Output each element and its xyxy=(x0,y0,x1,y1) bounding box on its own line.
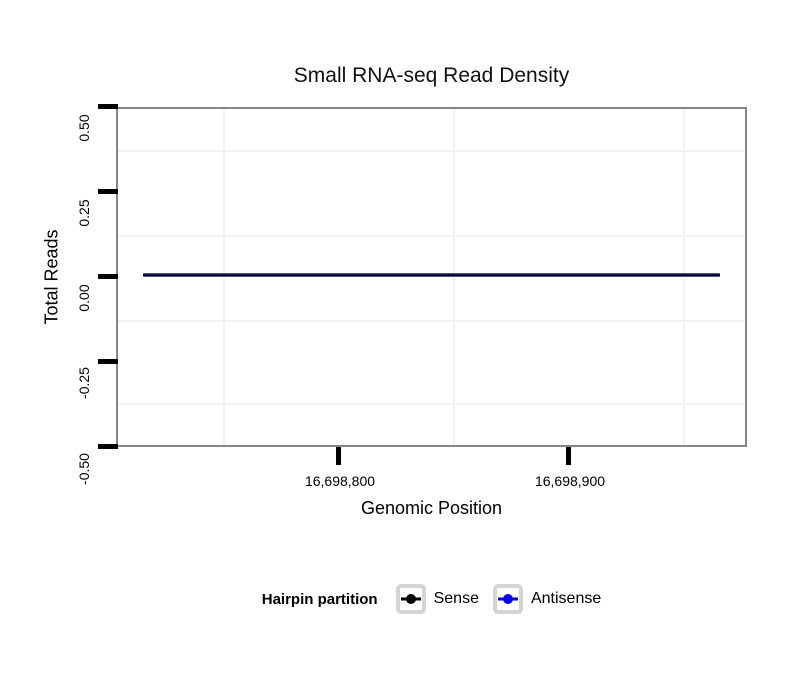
point-glyph xyxy=(502,594,513,604)
x-tick-label: 16,698,900 xyxy=(534,473,606,489)
antisense-legend-key-icon xyxy=(492,584,523,614)
y-axis-tick xyxy=(98,359,118,364)
minor-gridline-vertical xyxy=(453,109,455,445)
y-axis-title: Total Reads xyxy=(41,229,62,325)
minor-gridline-horizontal xyxy=(118,403,745,405)
legend-item-antisense: Antisense xyxy=(492,584,602,614)
y-axis-tick xyxy=(98,444,118,449)
minor-gridline-horizontal xyxy=(118,150,745,152)
minor-gridline-horizontal xyxy=(118,235,745,237)
legend-item-sense: Sense xyxy=(395,584,479,614)
legend-title: Hairpin partition xyxy=(261,590,378,608)
y-axis-tick xyxy=(98,189,118,194)
y-tick-label: -0.50 xyxy=(76,453,92,485)
minor-gridline-horizontal xyxy=(118,320,745,322)
y-tick-label: 0.50 xyxy=(76,114,92,142)
legend: Hairpin partition Sense Antisense xyxy=(116,579,747,619)
y-axis-tick xyxy=(98,274,118,279)
minor-gridline-vertical xyxy=(683,109,685,445)
read-density-line-sense-antisense-overplot xyxy=(143,273,720,277)
plot-title: Small RNA-seq Read Density xyxy=(293,64,570,87)
sense-legend-key-icon xyxy=(395,584,426,614)
y-tick-label: 0.00 xyxy=(76,284,92,312)
x-tick-label: 16,698,800 xyxy=(304,473,376,489)
legend-label-sense: Sense xyxy=(433,590,479,607)
y-tick-label: 0.25 xyxy=(76,199,92,227)
minor-gridline-vertical xyxy=(223,109,225,445)
y-axis-tick xyxy=(98,104,118,109)
x-axis-tick xyxy=(566,447,571,465)
x-axis-title: Genomic Position xyxy=(360,498,503,518)
legend-label-antisense: Antisense xyxy=(530,590,602,607)
y-tick-label: -0.25 xyxy=(76,367,92,399)
x-axis-tick xyxy=(336,447,341,465)
plot-panel xyxy=(116,107,747,447)
point-glyph xyxy=(405,594,416,604)
